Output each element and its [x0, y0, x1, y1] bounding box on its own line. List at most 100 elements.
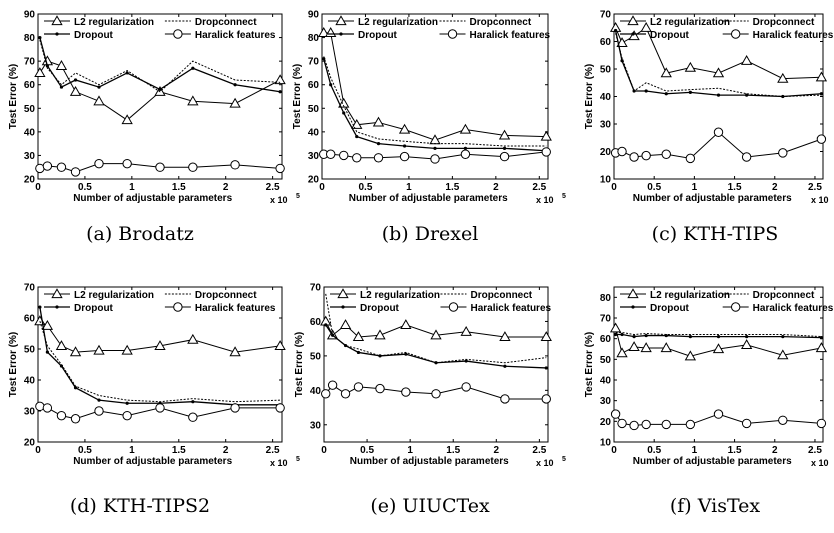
x-multiplier-exponent: 5 [562, 456, 566, 463]
data-point-haralick [188, 412, 198, 422]
y-tick-label: 40 [600, 376, 612, 387]
y-tick-label: 70 [308, 57, 320, 68]
series-line-haralick [615, 413, 822, 426]
y-tick-label: 10 [600, 438, 612, 449]
legend-marker-dropout [341, 305, 345, 309]
y-tick-label: 30 [308, 151, 320, 162]
chart-panel-1: 0 0.5 1 1.5 2 2.5 20 30 40 50 60 70 80 90 Number of ad… [8, 10, 300, 246]
data-point-l2 [154, 85, 166, 96]
data-point-dropout [502, 146, 507, 150]
legend-label-dropout: Dropout [74, 303, 114, 314]
x-tick-label: 0.5 [647, 182, 661, 193]
series-dropconnect [325, 293, 547, 364]
data-point-haralick [610, 409, 621, 419]
data-point-dropout [191, 400, 195, 404]
x-multiplier: x 10 [536, 458, 554, 468]
data-point-dropout [158, 87, 162, 92]
data-point-haralick [35, 401, 45, 412]
legend-label-haralick: Haralick features [753, 30, 834, 41]
data-point-dropout [278, 90, 282, 94]
data-point-l2 [352, 331, 365, 342]
data-point-dropout [819, 336, 823, 340]
data-point-l2 [55, 340, 68, 350]
data-point-dropout [819, 92, 823, 96]
legend-label-dropconnect: Dropconnect [195, 17, 257, 28]
series-line-l2 [615, 26, 822, 80]
panel-caption: (b) Drexel [382, 223, 479, 245]
panel-caption: (e) UIUCTex [370, 495, 490, 517]
x-axis-label: Number of adjustable parameters [633, 193, 792, 204]
legend-marker-dropout [55, 32, 59, 36]
data-point-dropout [125, 71, 129, 75]
data-point-dropout [745, 93, 749, 97]
data-point-l2 [154, 340, 166, 350]
data-point-haralick [155, 403, 165, 413]
data-point-haralick [275, 163, 285, 174]
data-point-l2 [41, 319, 54, 330]
data-point-dropout [59, 85, 64, 89]
y-tick-label: 40 [24, 376, 36, 387]
legend-label-haralick: Haralick features [753, 303, 834, 314]
y-tick-label: 50 [24, 104, 36, 115]
data-point-dropout [376, 142, 381, 146]
y-tick-label: 60 [308, 80, 320, 91]
data-point-l2 [616, 37, 628, 47]
data-point-dropout [614, 332, 618, 337]
y-axis-label: Test Error (%) [584, 332, 595, 397]
x-tick-label: 0 [35, 445, 41, 456]
plot-frame [323, 286, 549, 443]
x-tick-label: 1 [407, 445, 413, 456]
data-point-haralick [629, 152, 639, 162]
legend-marker-haralick [448, 302, 459, 312]
series-line-l2 [325, 321, 547, 338]
data-point-haralick [275, 403, 285, 413]
chart-panel-2: 0 0.5 1 1.5 2 2.5 20 30 40 50 60 70 80 90 Number of ad… [292, 10, 566, 246]
x-tick-label: 2 [223, 182, 229, 193]
y-tick-label: 30 [310, 420, 322, 431]
x-tick-label: 1 [406, 182, 412, 193]
series-line-l2 [615, 328, 822, 357]
legend-marker-l2 [335, 15, 347, 26]
y-tick-label: 50 [308, 104, 320, 115]
data-point-dropout [620, 332, 624, 337]
data-point-haralick [94, 406, 104, 416]
data-point-haralick [155, 162, 165, 172]
series-line-l2 [323, 32, 547, 141]
series-line-haralick [325, 384, 547, 400]
data-point-l2 [628, 30, 640, 41]
data-point-l2 [499, 331, 511, 342]
data-point-haralick [353, 382, 364, 392]
y-axis-label: Test Error (%) [8, 332, 19, 397]
legend-label-l2: L2 regularization [650, 17, 730, 28]
x-tick-label: 1.5 [172, 445, 186, 456]
data-point-l2 [372, 116, 385, 127]
data-point-l2 [400, 319, 412, 329]
data-point-haralick [499, 151, 510, 162]
data-point-haralick [230, 160, 240, 170]
legend: L2 regularization Dropconnect Dropout Haral… [620, 288, 834, 314]
legend-marker-l2 [337, 288, 349, 299]
y-tick-label: 60 [310, 317, 322, 328]
data-point-haralick [713, 127, 724, 137]
x-tick-label: 1 [129, 182, 135, 193]
x-tick-label: 0.5 [359, 182, 373, 193]
panel-caption: (d) KTH-TIPS2 [70, 495, 210, 517]
plot-frame [37, 13, 283, 180]
data-point-l2 [740, 54, 753, 65]
data-point-dropout [324, 323, 328, 327]
data-point-haralick [399, 151, 410, 162]
x-multiplier-exponent: 5 [296, 456, 300, 463]
legend-label-haralick: Haralick features [195, 303, 276, 314]
data-point-l2 [93, 95, 105, 106]
data-point-l2 [430, 329, 442, 340]
legend-marker-haralick [447, 29, 458, 39]
series-line-dropconnect [615, 33, 822, 98]
data-point-haralick [42, 403, 53, 413]
data-point-haralick [321, 389, 331, 399]
data-point-l2 [187, 95, 199, 106]
legend-label-l2: L2 regularization [74, 17, 154, 28]
data-point-l2 [815, 71, 828, 82]
y-tick-label: 20 [600, 417, 612, 428]
data-point-l2 [684, 350, 697, 361]
